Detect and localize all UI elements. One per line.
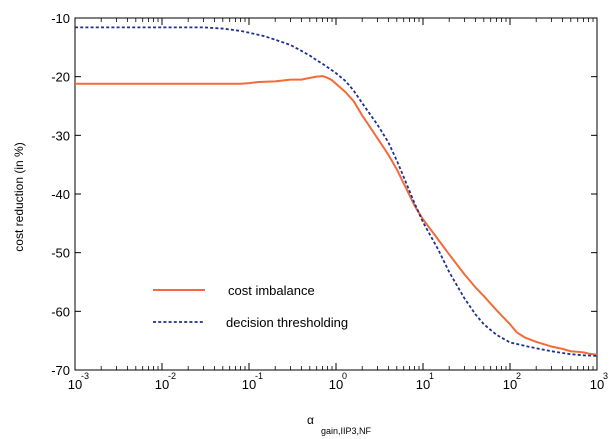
x-tick-exponent: 0 xyxy=(342,371,347,381)
x-tick-exponent: -1 xyxy=(255,371,263,381)
y-tick-label: -60 xyxy=(51,304,70,319)
x-tick-base: 10 xyxy=(242,377,256,392)
y-tick-label: -40 xyxy=(51,187,70,202)
x-tick-exponent: 1 xyxy=(429,371,434,381)
x-tick-exponent: -2 xyxy=(168,371,176,381)
x-tick-base: 10 xyxy=(503,377,517,392)
x-tick-label: 10-3 xyxy=(68,371,89,392)
plot-area: cost imbalance decision thresholding xyxy=(74,17,598,371)
y-tick-label: -10 xyxy=(51,11,70,26)
x-tick-exponent: -3 xyxy=(81,371,89,381)
x-minor-ticks xyxy=(100,18,594,370)
y-tick-label: -50 xyxy=(51,246,70,261)
y-tick-labels: -10 -20 -30 -40 -50 -60 -70 xyxy=(51,11,70,378)
x-tick-label: 10-2 xyxy=(155,371,176,392)
x-axis-label-subscript: gain,IIP3,NF xyxy=(321,426,372,436)
x-tick-label: 100 xyxy=(329,371,347,392)
x-tick-base: 10 xyxy=(68,377,82,392)
x-tick-base: 10 xyxy=(416,377,430,392)
x-tick-label: 10-1 xyxy=(242,371,263,392)
legend: cost imbalance decision thresholding xyxy=(153,283,348,330)
y-tick-label: -30 xyxy=(51,128,70,143)
x-tick-exponent: 2 xyxy=(516,371,521,381)
series-line-decision-thresholding xyxy=(75,26,598,357)
x-tick-base: 10 xyxy=(590,377,604,392)
x-tick-base: 10 xyxy=(329,377,343,392)
x-tick-label: 103 xyxy=(590,371,608,392)
x-major-ticks xyxy=(74,18,598,370)
x-tick-label: 102 xyxy=(503,371,521,392)
x-axis-label: α xyxy=(307,413,314,427)
y-axis-label: cost reduction (in %) xyxy=(12,142,26,251)
y-ticks xyxy=(75,17,597,371)
series-line-cost-imbalance xyxy=(75,75,598,356)
legend-label: cost imbalance xyxy=(228,283,315,298)
x-tick-base: 10 xyxy=(155,377,169,392)
legend-label: decision thresholding xyxy=(226,315,348,330)
x-tick-label: 101 xyxy=(416,371,434,392)
x-tick-exponent: 3 xyxy=(603,371,608,381)
series-layer xyxy=(75,26,598,357)
x-axis-label-symbol: α xyxy=(307,413,314,427)
y-tick-label: -70 xyxy=(51,363,70,378)
y-tick-label: -20 xyxy=(51,70,70,85)
